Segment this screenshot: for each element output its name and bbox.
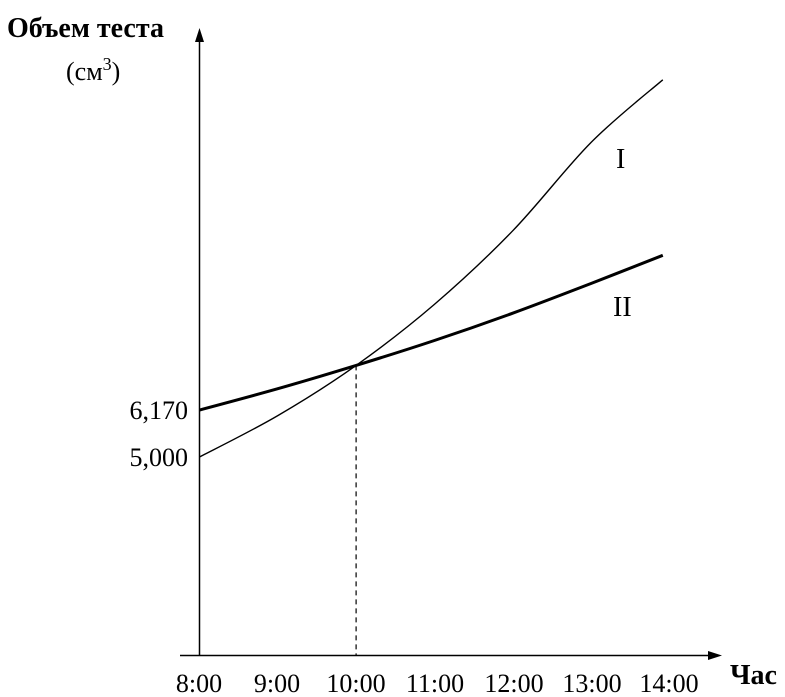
x-axis-arrow: [708, 651, 722, 660]
series-label-II: II: [613, 292, 632, 323]
y-axis-unit: (см3): [66, 54, 120, 86]
series-line-I: [199, 79, 664, 458]
y-tick-label: 6,170: [130, 396, 189, 425]
x-tick-label: 13:00: [562, 669, 621, 697]
x-tick-label: 9:00: [254, 669, 300, 697]
y-axis-arrow: [195, 28, 204, 42]
series-label-I: I: [616, 144, 625, 175]
x-tick-label: 14:00: [639, 669, 698, 697]
y-tick-label: 5,000: [130, 443, 189, 472]
y-axis-title: Объем теста: [7, 13, 164, 44]
x-tick-label: 12:00: [484, 669, 543, 697]
x-axis-title: Час: [730, 660, 777, 691]
x-tick-label: 8:00: [176, 669, 222, 697]
x-tick-label: 10:00: [326, 669, 385, 697]
x-tick-label: 11:00: [406, 669, 464, 697]
series-line-II: [199, 253, 664, 412]
